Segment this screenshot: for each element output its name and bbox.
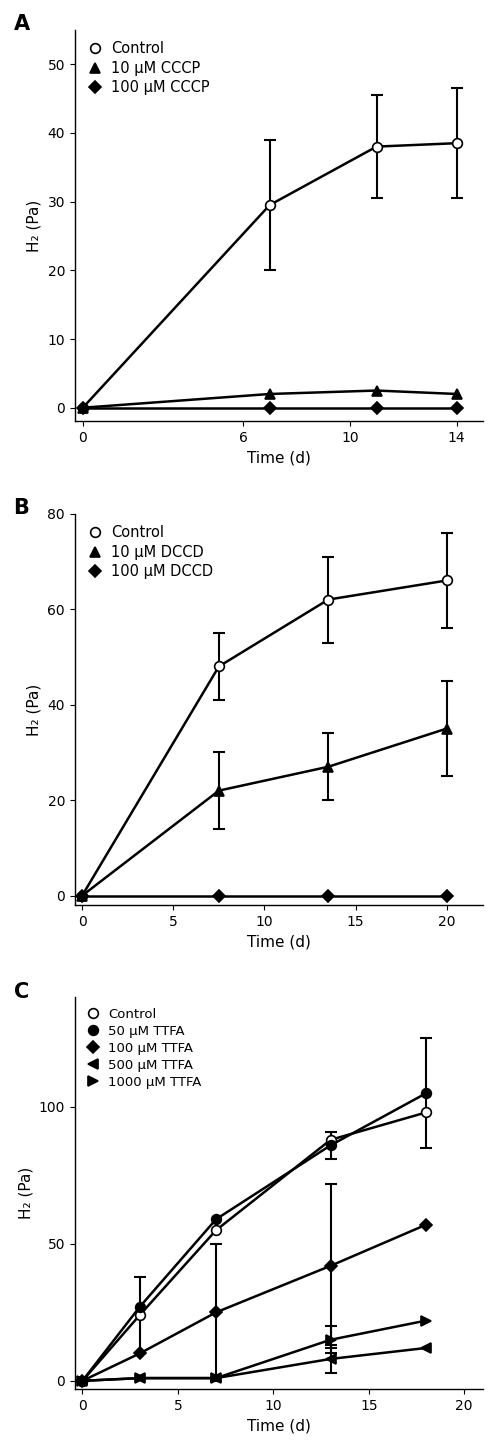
Line: Control: Control xyxy=(78,1108,431,1386)
Control xyxy=(328,1131,334,1148)
Control xyxy=(216,658,222,676)
Line: 1000 μM TTFA: 1000 μM TTFA xyxy=(78,1315,431,1386)
Line: 50 μM TTFA: 50 μM TTFA xyxy=(78,1089,431,1386)
X-axis label: Time (d): Time (d) xyxy=(247,935,311,950)
10 μM CCCP xyxy=(266,386,272,403)
Control xyxy=(80,399,86,416)
500 μM TTFA xyxy=(423,1340,429,1357)
50 μM TTFA xyxy=(136,1298,142,1315)
1000 μM TTFA xyxy=(328,1331,334,1349)
100 μM DCCD xyxy=(444,887,450,905)
100 μM TTFA xyxy=(423,1217,429,1234)
10 μM DCCD xyxy=(216,782,222,799)
Text: C: C xyxy=(14,982,29,1002)
Line: 100 μM CCCP: 100 μM CCCP xyxy=(78,403,461,412)
Control xyxy=(80,1372,86,1389)
Control xyxy=(423,1103,429,1121)
1000 μM TTFA xyxy=(423,1312,429,1330)
10 μM CCCP xyxy=(374,381,380,399)
Text: A: A xyxy=(14,14,30,35)
50 μM TTFA xyxy=(80,1372,86,1389)
Line: 100 μM DCCD: 100 μM DCCD xyxy=(78,892,451,900)
10 μM DCCD xyxy=(326,758,332,776)
500 μM TTFA xyxy=(328,1350,334,1367)
500 μM TTFA xyxy=(80,1372,86,1389)
10 μM DCCD xyxy=(444,719,450,737)
100 μM TTFA xyxy=(328,1257,334,1275)
1000 μM TTFA xyxy=(80,1372,86,1389)
Control xyxy=(444,571,450,589)
100 μM CCCP xyxy=(374,399,380,416)
100 μM DCCD xyxy=(79,887,85,905)
1000 μM TTFA xyxy=(136,1369,142,1386)
Line: Control: Control xyxy=(78,138,462,413)
Line: 100 μM TTFA: 100 μM TTFA xyxy=(78,1221,430,1385)
10 μM CCCP xyxy=(80,399,86,416)
100 μM DCCD xyxy=(326,887,332,905)
500 μM TTFA xyxy=(213,1369,219,1386)
Line: 10 μM DCCD: 10 μM DCCD xyxy=(77,724,452,900)
100 μM TTFA xyxy=(80,1372,86,1389)
Control xyxy=(79,887,85,905)
100 μM CCCP xyxy=(266,399,272,416)
X-axis label: Time (d): Time (d) xyxy=(247,451,311,465)
Y-axis label: H₂ (Pa): H₂ (Pa) xyxy=(27,200,42,252)
Legend: Control, 50 μM TTFA, 100 μM TTFA, 500 μM TTFA, 1000 μM TTFA: Control, 50 μM TTFA, 100 μM TTFA, 500 μM… xyxy=(82,1003,205,1093)
10 μM DCCD xyxy=(79,887,85,905)
Control xyxy=(136,1306,142,1324)
100 μM CCCP xyxy=(80,399,86,416)
100 μM CCCP xyxy=(454,399,460,416)
10 μM CCCP xyxy=(454,386,460,403)
Control xyxy=(266,196,272,213)
Control xyxy=(326,590,332,608)
100 μM DCCD xyxy=(216,887,222,905)
Legend: Control, 10 μM CCCP, 100 μM CCCP: Control, 10 μM CCCP, 100 μM CCCP xyxy=(82,38,214,100)
Control xyxy=(454,135,460,152)
X-axis label: Time (d): Time (d) xyxy=(247,1418,311,1434)
Line: Control: Control xyxy=(77,576,452,900)
50 μM TTFA xyxy=(328,1137,334,1154)
100 μM TTFA xyxy=(213,1304,219,1321)
Line: 500 μM TTFA: 500 μM TTFA xyxy=(78,1343,431,1386)
Y-axis label: H₂ (Pa): H₂ (Pa) xyxy=(18,1167,33,1219)
Control xyxy=(374,138,380,155)
Text: B: B xyxy=(14,497,30,518)
1000 μM TTFA xyxy=(213,1369,219,1386)
500 μM TTFA xyxy=(136,1369,142,1386)
Y-axis label: H₂ (Pa): H₂ (Pa) xyxy=(27,683,42,735)
100 μM TTFA xyxy=(136,1344,142,1362)
Legend: Control, 10 μM DCCD, 100 μM DCCD: Control, 10 μM DCCD, 100 μM DCCD xyxy=(82,521,218,583)
Control xyxy=(213,1221,219,1238)
50 μM TTFA xyxy=(423,1085,429,1102)
Line: 10 μM CCCP: 10 μM CCCP xyxy=(78,386,462,413)
50 μM TTFA xyxy=(213,1211,219,1228)
